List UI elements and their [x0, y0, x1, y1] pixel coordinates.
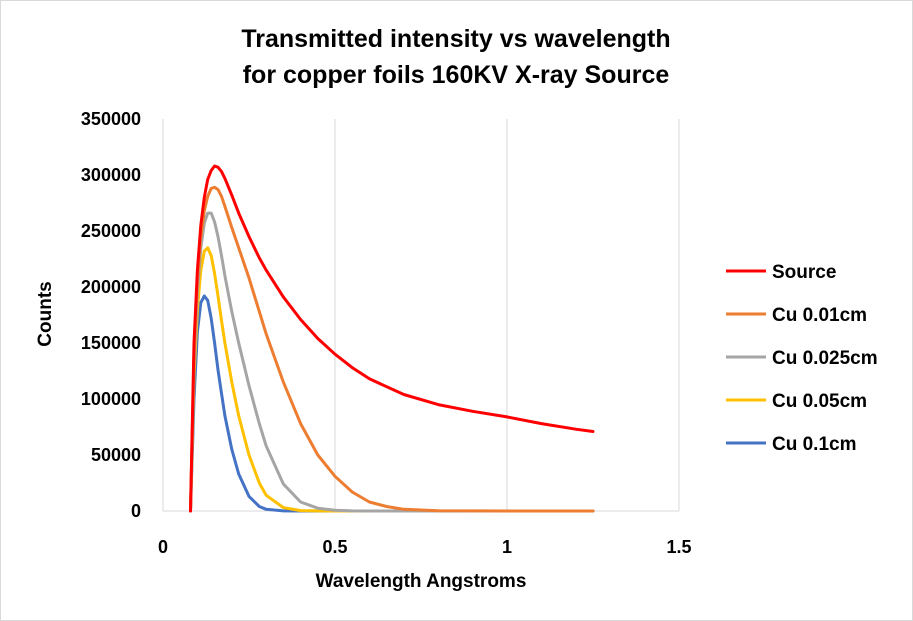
y-tick-label: 250000 — [81, 221, 141, 241]
legend-label: Source — [772, 262, 836, 283]
x-tick-label: 1.5 — [666, 537, 691, 557]
series-line-source — [189, 164, 595, 513]
legend-label: Cu 0.025cm — [772, 348, 878, 369]
x-axis-title: Wavelength Angstroms — [316, 571, 527, 592]
x-tick-label: 0.5 — [322, 537, 347, 557]
y-tick-label: 200000 — [81, 277, 141, 297]
legend-label: Cu 0.05cm — [772, 391, 867, 412]
y-tick-label: 150000 — [81, 333, 141, 353]
y-tick-label: 350000 — [81, 109, 141, 129]
series-lines — [189, 164, 595, 513]
y-tick-label: 50000 — [91, 445, 141, 465]
chart-title-line-1: Transmitted intensity vs wavelength — [241, 25, 670, 53]
series-line-cu-0-025cm — [189, 211, 595, 513]
gridlines — [334, 119, 680, 511]
series-line-cu-0-1cm — [189, 294, 595, 513]
x-axis-ticks: 0 0.5 1 1.5 — [158, 537, 692, 557]
legend-label: Cu 0.01cm — [772, 305, 867, 326]
y-axis-ticks: 0 50000 100000 150000 200000 250000 300000 3500… — [81, 109, 141, 521]
y-tick-label: 0 — [131, 501, 141, 521]
series-line-cu-0-01cm — [189, 185, 595, 513]
axes — [162, 119, 679, 512]
x-tick-label: 0 — [158, 537, 168, 557]
chart-title-line-2: for copper foils 160KV X-ray Source — [243, 61, 670, 89]
legend-label: Cu 0.1cm — [772, 434, 856, 455]
y-tick-label: 300000 — [81, 165, 141, 185]
chart-title: Transmitted intensity vs wavelength for … — [241, 25, 670, 89]
y-tick-label: 100000 — [81, 389, 141, 409]
legend: Source Cu 0.01cm Cu 0.025cm Cu 0.05cm Cu 0.1… — [726, 262, 878, 455]
y-axis-title: Counts — [35, 281, 56, 346]
x-tick-label: 1 — [502, 537, 512, 557]
